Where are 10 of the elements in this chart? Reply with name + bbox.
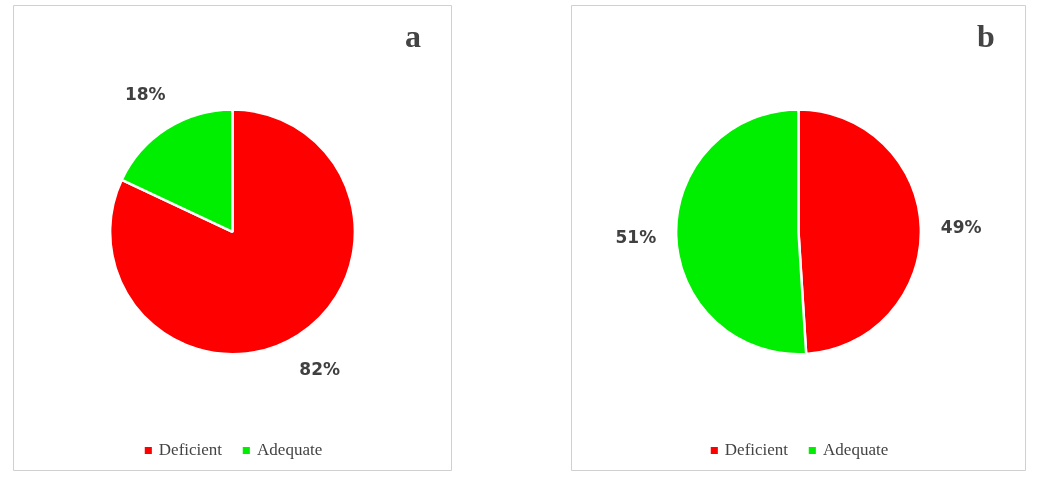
- data-label: 82%: [299, 359, 341, 380]
- chart-title: b: [977, 18, 995, 55]
- data-label: 51%: [615, 226, 657, 247]
- data-label: 18%: [124, 84, 166, 105]
- chart-title: a: [404, 18, 421, 55]
- legend-label: Adequate: [257, 440, 323, 460]
- data-label: 49%: [940, 216, 982, 237]
- legend-label: Deficient: [158, 440, 223, 460]
- legend-label: Deficient: [724, 440, 789, 460]
- legend-label: Adequate: [823, 440, 889, 460]
